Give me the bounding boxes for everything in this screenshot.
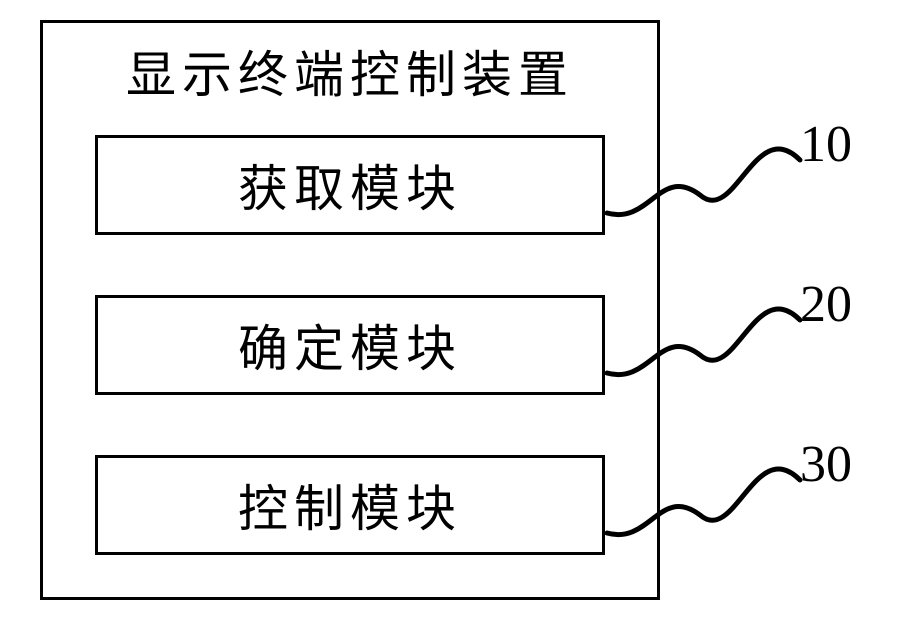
callout-label-0: 10 bbox=[800, 115, 852, 174]
callout-connector-1 bbox=[607, 309, 800, 375]
callout-label-2: 30 bbox=[800, 435, 852, 494]
callout-connector-0 bbox=[607, 149, 800, 215]
callout-label-1: 20 bbox=[800, 275, 852, 334]
diagram-canvas: 显示终端控制装置 获取模块确定模块控制模块 102030 bbox=[0, 0, 897, 619]
callout-connector-2 bbox=[607, 469, 800, 535]
callout-svg bbox=[0, 0, 897, 619]
